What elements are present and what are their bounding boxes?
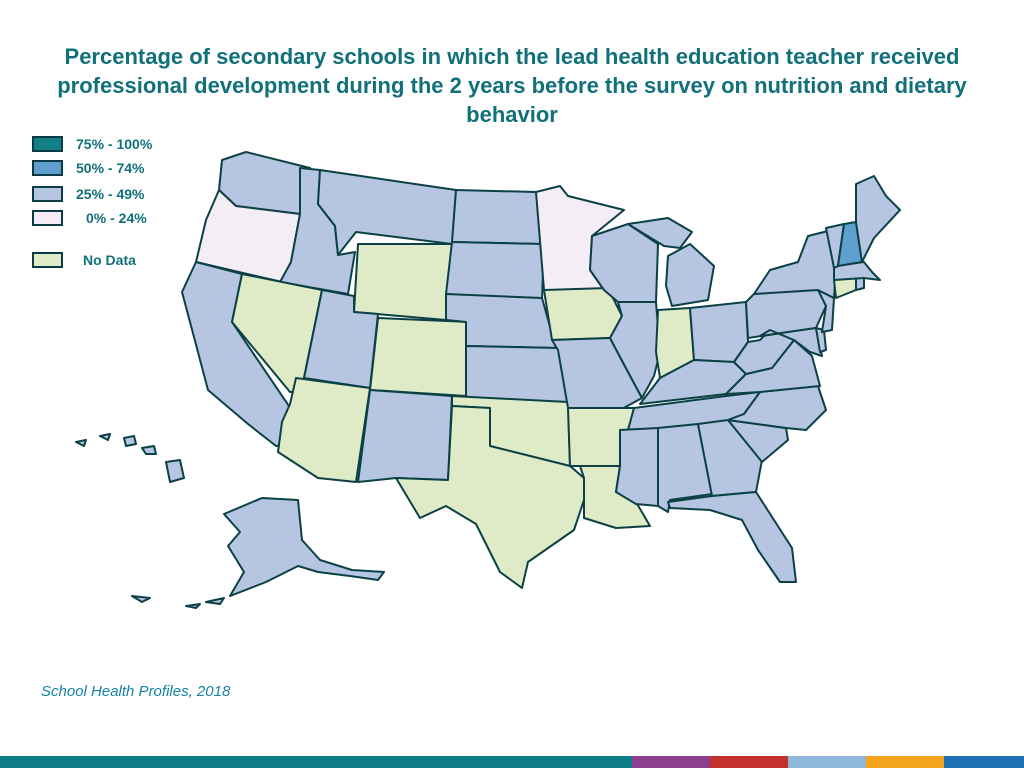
legend-label-75-100: 75% - 100%	[76, 136, 153, 152]
state-delaware[interactable]	[815, 327, 827, 353]
footer-color-bar	[0, 756, 1024, 768]
state-south-dakota[interactable]	[445, 241, 545, 301]
legend-label-0-24: 0% - 24%	[86, 210, 147, 226]
state-colorado[interactable]	[369, 317, 471, 397]
source-note: School Health Profiles, 2018	[41, 683, 231, 700]
state-massachusetts[interactable]	[833, 261, 881, 281]
footer-seg-light-blue	[788, 756, 866, 768]
footer-seg-teal	[0, 756, 632, 768]
legend-swatch-25-49	[32, 186, 63, 202]
state-arizona[interactable]	[277, 377, 371, 483]
state-kansas[interactable]	[465, 345, 569, 403]
state-hawaii[interactable]	[75, 433, 185, 483]
state-utah[interactable]	[303, 289, 379, 389]
state-michigan[interactable]	[627, 217, 715, 307]
state-maine[interactable]	[855, 175, 901, 263]
footer-seg-orange	[866, 756, 944, 768]
state-georgia[interactable]	[697, 419, 763, 497]
state-north-dakota[interactable]	[451, 189, 545, 245]
state-texas[interactable]	[395, 405, 585, 589]
state-montana[interactable]	[317, 169, 457, 256]
legend-swatch-no-data	[32, 252, 63, 268]
legend-swatch-0-24	[32, 210, 63, 226]
legend-swatch-75-100	[32, 136, 63, 152]
state-new-york[interactable]	[753, 229, 837, 299]
legend-label-no-data: No Data	[83, 252, 136, 268]
state-alaska[interactable]	[223, 497, 385, 597]
state-wyoming[interactable]	[353, 243, 453, 321]
state-mississippi[interactable]	[615, 427, 659, 507]
footer-seg-blue	[944, 756, 1024, 768]
legend-swatch-50-74	[32, 160, 63, 176]
footer-seg-red	[710, 756, 788, 768]
map-title: Percentage of secondary schools in which…	[57, 44, 967, 127]
state-florida[interactable]	[667, 491, 797, 583]
state-alaska-islands[interactable]	[131, 595, 225, 609]
legend-label-25-49: 25% - 49%	[76, 186, 145, 202]
map-legend: 75% - 100% 50% - 74% 25% - 49% 0% - 24% …	[32, 136, 192, 276]
state-new-mexico[interactable]	[357, 389, 453, 483]
legend-label-50-74: 50% - 74%	[76, 160, 145, 176]
footer-seg-purple	[632, 756, 710, 768]
